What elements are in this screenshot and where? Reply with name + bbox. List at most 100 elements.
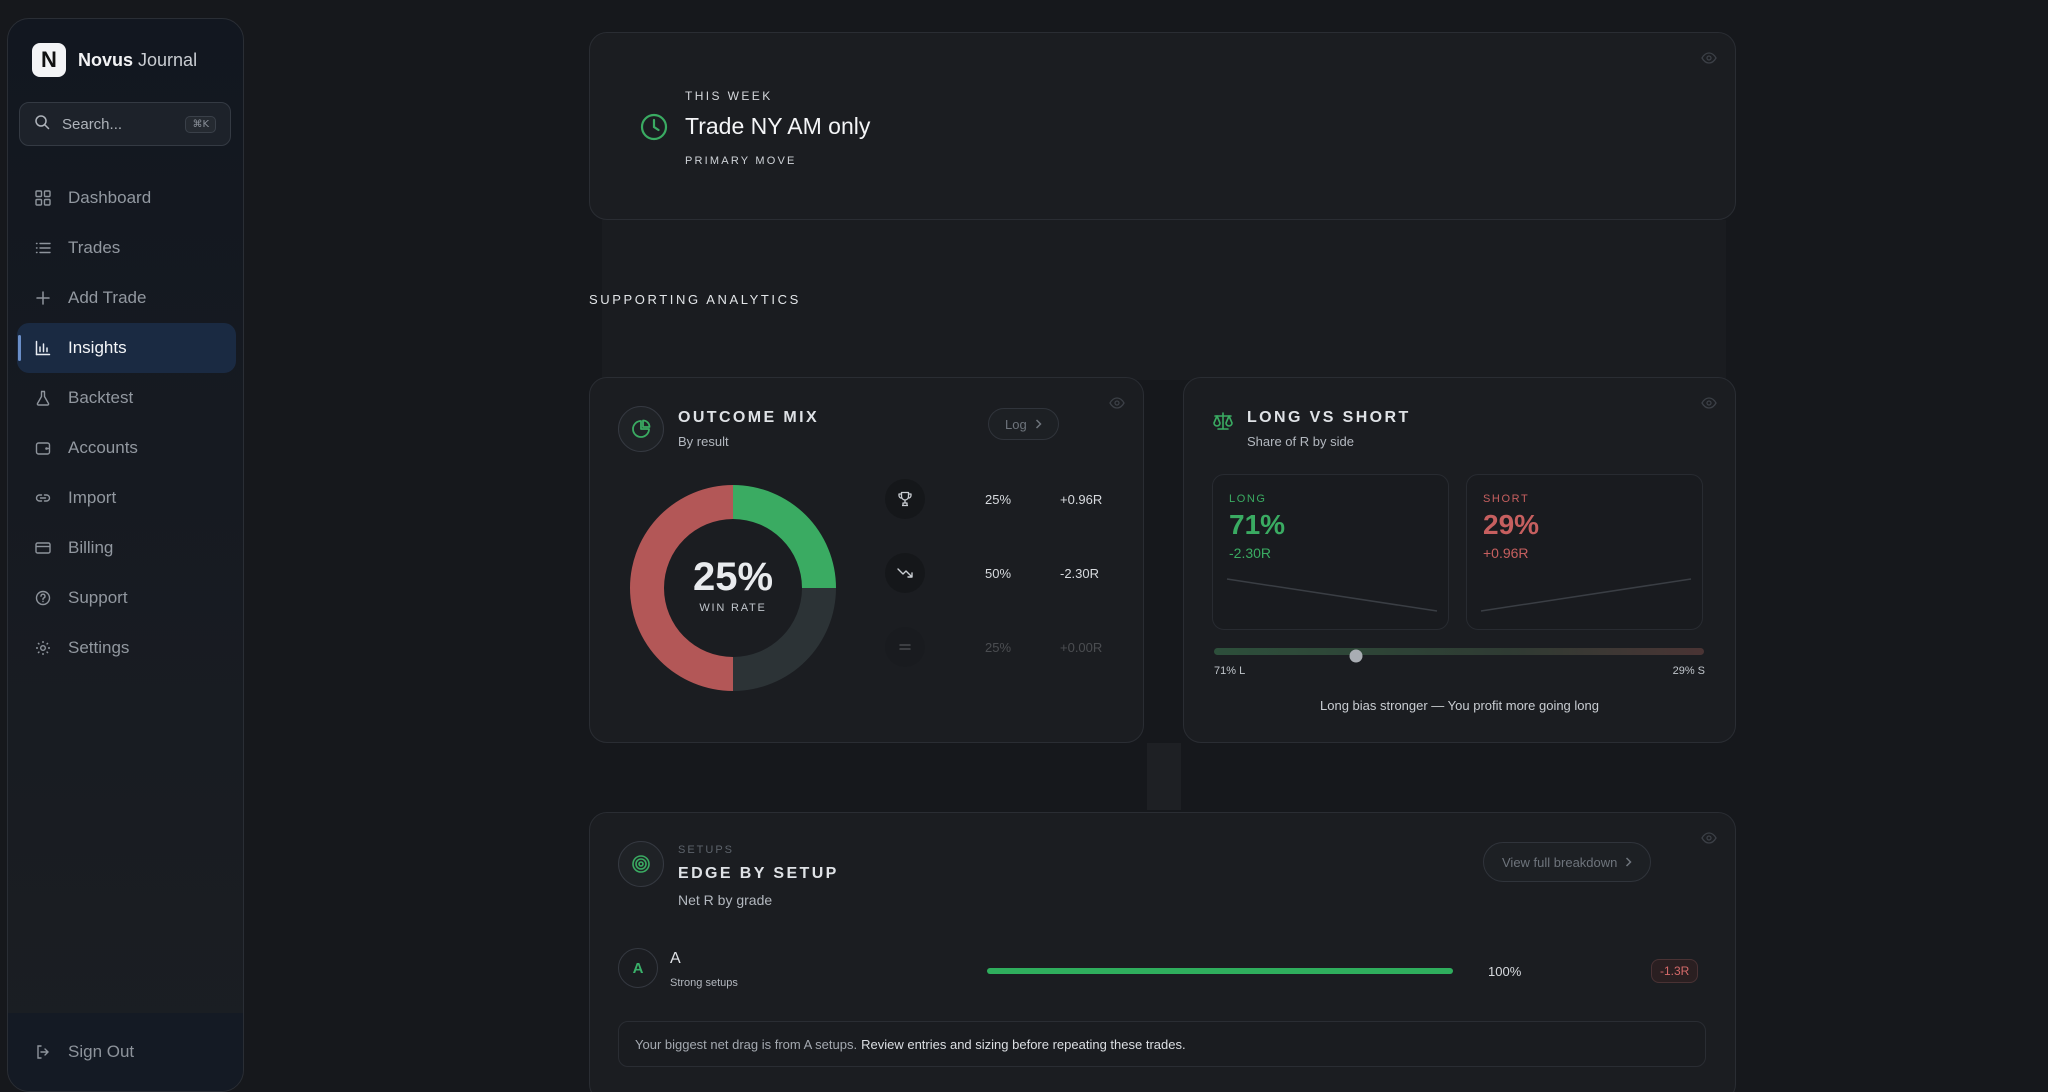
short-trend-line bbox=[1480, 578, 1692, 612]
eye-icon[interactable] bbox=[1109, 396, 1125, 414]
outcome-mix-card: OUTCOME MIX By result Log 25% WIN RATE 2… bbox=[589, 377, 1144, 743]
sidebar-item-backtest[interactable]: Backtest bbox=[17, 373, 236, 423]
card-title: LONG VS SHORT bbox=[1247, 409, 1411, 426]
log-button[interactable]: Log bbox=[988, 408, 1059, 440]
outcome-r: -2.30R bbox=[1060, 565, 1100, 581]
pie-chart-icon bbox=[618, 406, 664, 452]
short-r: +0.96R bbox=[1483, 545, 1529, 561]
clock-icon bbox=[640, 113, 668, 146]
sidebar-item-insights[interactable]: Insights bbox=[17, 323, 236, 373]
outcome-row-loss: 50% -2.30R bbox=[885, 553, 1125, 593]
bias-track bbox=[1214, 648, 1704, 655]
brand-name: Novus Journal bbox=[78, 50, 197, 71]
bar-chart-icon bbox=[34, 339, 52, 357]
outcome-row-breakeven: 25% +0.00R bbox=[885, 627, 1125, 667]
sidebar-item-label: Insights bbox=[68, 338, 127, 357]
win-rate-value: 25% bbox=[692, 555, 774, 599]
search-input[interactable]: Search... ⌘K bbox=[19, 102, 231, 146]
setup-share-track bbox=[987, 968, 1453, 974]
sidebar-item-support[interactable]: Support bbox=[17, 573, 236, 623]
setup-note: Your biggest net drag is from A setups. … bbox=[618, 1021, 1706, 1067]
sidebar-item-label: Billing bbox=[68, 538, 114, 557]
search-shortcut: ⌘K bbox=[185, 115, 216, 133]
trending-down-icon bbox=[885, 553, 925, 593]
brand-logo: N bbox=[32, 43, 66, 77]
setup-desc: Strong setups bbox=[670, 977, 738, 989]
donut-center: 25% WIN RATE bbox=[630, 555, 836, 614]
sidebar-item-billing[interactable]: Billing bbox=[17, 523, 236, 573]
card-title: OUTCOME MIX bbox=[678, 409, 820, 426]
sidebar-item-label: Accounts bbox=[68, 438, 138, 457]
brand-name-bold: Novus bbox=[78, 49, 134, 70]
equals-icon bbox=[885, 627, 925, 667]
plus-icon bbox=[34, 289, 52, 307]
long-pct: 71% bbox=[1229, 509, 1286, 540]
sidebar-item-import[interactable]: Import bbox=[17, 473, 236, 523]
brand-name-rest: Journal bbox=[138, 49, 198, 70]
outcome-r: +0.96R bbox=[1060, 491, 1103, 507]
outcome-row-win: 25% +0.96R bbox=[885, 479, 1125, 519]
setups-overline: SETUPS bbox=[678, 844, 735, 856]
sidebar-item-accounts[interactable]: Accounts bbox=[17, 423, 236, 473]
grid-icon bbox=[34, 189, 52, 207]
outcome-pct: 50% bbox=[985, 565, 1012, 581]
card-subtitle: Net R by grade bbox=[678, 892, 773, 908]
sidebar-item-label: Settings bbox=[68, 638, 130, 657]
long-r: -2.30R bbox=[1229, 545, 1272, 561]
long-trend-line bbox=[1226, 578, 1438, 612]
setup-share-fill bbox=[987, 968, 1453, 974]
long-short-card: LONG VS SHORT Share of R by side LONG 71… bbox=[1183, 377, 1736, 743]
outcome-r: +0.00R bbox=[1060, 639, 1103, 655]
sidebar-item-label: Trades bbox=[68, 238, 121, 257]
sidebar-item-dashboard[interactable]: Dashboard bbox=[17, 173, 236, 223]
hero-overline: THIS WEEK bbox=[685, 89, 773, 103]
note-action: Review entries and sizing before repeati… bbox=[861, 1036, 1186, 1052]
trophy-icon bbox=[885, 479, 925, 519]
scale-icon bbox=[1212, 411, 1234, 436]
sign-out-button[interactable]: Sign Out bbox=[8, 1013, 243, 1091]
sidebar-item-label: Import bbox=[68, 488, 117, 507]
wallet-icon bbox=[34, 439, 52, 457]
sidebar-item-add-trade[interactable]: Add Trade bbox=[17, 273, 236, 323]
short-tick: 29% S bbox=[1672, 665, 1705, 677]
card-title: EDGE BY SETUP bbox=[678, 865, 839, 882]
brand[interactable]: N Novus Journal bbox=[32, 43, 197, 77]
logout-icon bbox=[34, 1043, 52, 1061]
long-tick: 71% L bbox=[1214, 665, 1246, 677]
credit-card-icon bbox=[34, 539, 52, 557]
sidebar-item-label: Add Trade bbox=[68, 288, 147, 307]
outcome-pct: 25% bbox=[985, 639, 1012, 655]
chevron-right-icon bbox=[1035, 417, 1042, 432]
sidebar-item-settings[interactable]: Settings bbox=[17, 623, 236, 673]
long-label: LONG bbox=[1229, 493, 1267, 505]
setup-net-badge: -1.3R bbox=[1651, 959, 1699, 983]
help-circle-icon bbox=[34, 589, 52, 607]
short-label: SHORT bbox=[1483, 493, 1530, 505]
setup-pct: 100% bbox=[1488, 964, 1522, 979]
grade-badge: A bbox=[618, 948, 658, 988]
edge-by-setup-card: SETUPS EDGE BY SETUP Net R by grade View… bbox=[589, 812, 1736, 1092]
list-icon bbox=[34, 239, 52, 257]
sidebar-item-label: Dashboard bbox=[68, 188, 152, 207]
bias-message: Long bias stronger — You profit more goi… bbox=[1320, 698, 1599, 713]
donut-slice-breakeven bbox=[733, 588, 836, 691]
target-icon bbox=[618, 841, 664, 887]
setup-name: A bbox=[670, 950, 681, 967]
sidebar-item-label: Support bbox=[68, 588, 128, 607]
sidebar-item-label: Backtest bbox=[68, 388, 134, 407]
card-subtitle: Share of R by side bbox=[1247, 434, 1354, 449]
bias-knob[interactable] bbox=[1349, 649, 1363, 663]
card-subtitle: By result bbox=[678, 434, 729, 449]
chevron-right-icon bbox=[1625, 855, 1632, 870]
search-icon bbox=[34, 114, 50, 135]
donut-slice-loss bbox=[630, 485, 733, 691]
eye-icon[interactable] bbox=[1701, 831, 1717, 849]
view-breakdown-label: View full breakdown bbox=[1502, 854, 1618, 870]
eye-icon[interactable] bbox=[1701, 396, 1717, 414]
link-icon bbox=[34, 489, 52, 507]
view-breakdown-button[interactable]: View full breakdown bbox=[1483, 842, 1652, 882]
sidebar-item-trades[interactable]: Trades bbox=[17, 223, 236, 273]
eye-icon[interactable] bbox=[1701, 51, 1717, 69]
log-button-label: Log bbox=[1005, 416, 1027, 432]
flask-icon bbox=[34, 389, 52, 407]
